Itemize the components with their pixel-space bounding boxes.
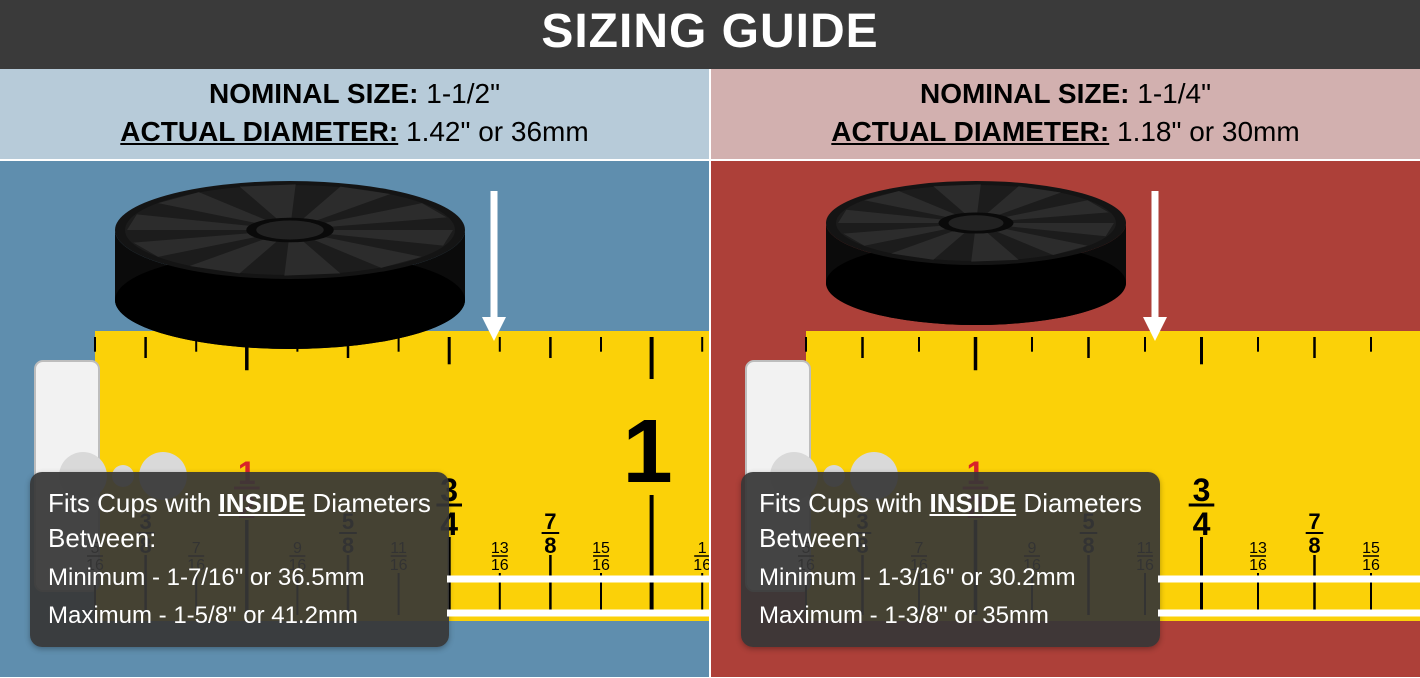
panel-body: 51638716129165811163413167815161116 Fits… (0, 161, 709, 677)
diameter-value: 1.18" or 30mm (1117, 116, 1300, 147)
page-title: SIZING GUIDE (541, 5, 878, 58)
panel-header: NOMINAL SIZE: 1-1/4" ACTUAL DIAMETER: 1.… (711, 69, 1420, 161)
nominal-value: 1-1/4" (1137, 78, 1211, 109)
range-arrows (711, 489, 1420, 649)
nominal-label: NOMINAL SIZE: (209, 78, 418, 109)
nominal-value: 1-1/2" (426, 78, 500, 109)
panel-1: NOMINAL SIZE: 1-1/4" ACTUAL DIAMETER: 1.… (711, 69, 1420, 677)
panel-body: 5163871612916581116341316781516 Fits Cup… (711, 161, 1420, 677)
svg-text:1: 1 (623, 401, 673, 501)
panel-header: NOMINAL SIZE: 1-1/2" ACTUAL DIAMETER: 1.… (0, 69, 709, 161)
diameter-label: ACTUAL DIAMETER: (120, 116, 398, 147)
panels-container: NOMINAL SIZE: 1-1/2" ACTUAL DIAMETER: 1.… (0, 69, 1420, 677)
puck-icon (110, 176, 470, 352)
arrow-down-icon (480, 191, 508, 341)
puck-icon (821, 176, 1131, 329)
diameter-label: ACTUAL DIAMETER: (831, 116, 1109, 147)
arrow-down-icon (1141, 191, 1169, 341)
nominal-label: NOMINAL SIZE: (920, 78, 1129, 109)
panel-0: NOMINAL SIZE: 1-1/2" ACTUAL DIAMETER: 1.… (0, 69, 711, 677)
range-arrows (0, 489, 709, 649)
diameter-value: 1.42" or 36mm (406, 116, 589, 147)
title-bar: SIZING GUIDE (0, 0, 1420, 69)
